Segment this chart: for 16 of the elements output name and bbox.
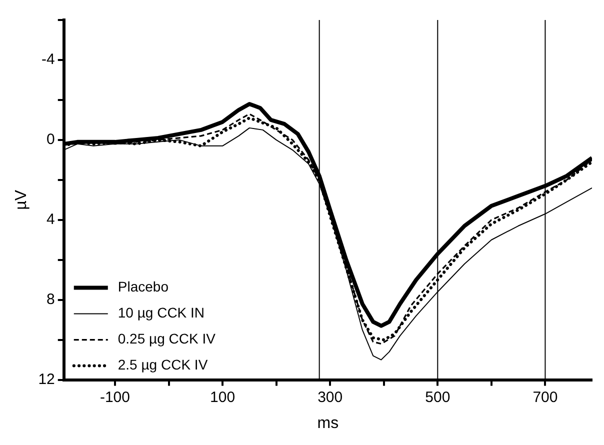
y-axis-title: µV (13, 190, 30, 210)
y-tick-label: 8 (46, 290, 55, 308)
x-tick-label: 100 (210, 388, 236, 406)
y-tick-label: 0 (46, 131, 55, 148)
x-axis-title: ms (317, 414, 339, 432)
legend-label: Placebo (118, 278, 169, 295)
y-tick-label: 4 (46, 211, 55, 228)
x-tick-label: 300 (318, 388, 343, 406)
x-tick-label: 500 (425, 388, 450, 406)
x-tick-label: 700 (532, 388, 558, 406)
legend-label: 10 µg CCK IN (118, 304, 205, 321)
x-tick-label: -100 (100, 388, 130, 406)
legend-label: 2.5 µg CCK IV (118, 356, 208, 373)
y-tick-label: -4 (42, 51, 55, 68)
legend-label: 0.25 µg CCK IV (118, 330, 216, 347)
y-tick-label: 12 (38, 370, 55, 388)
